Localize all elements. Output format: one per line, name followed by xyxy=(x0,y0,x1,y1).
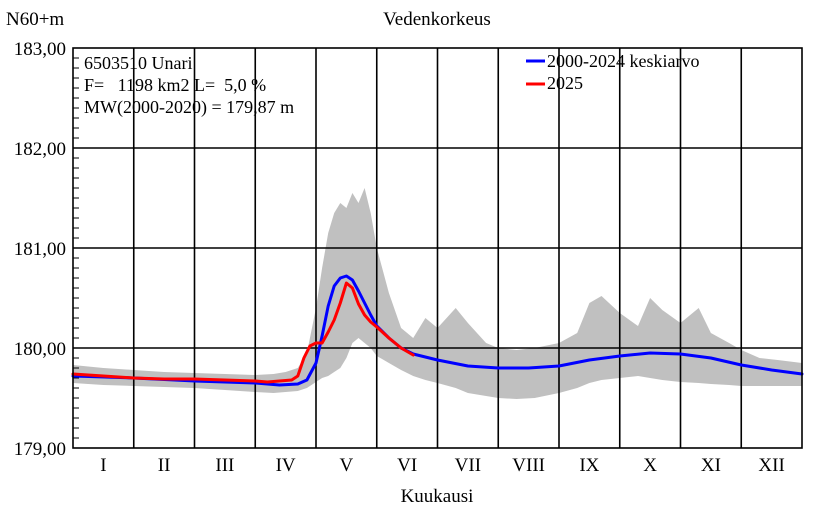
y-axis-label: N60+m xyxy=(6,9,64,30)
x-tick-label: V xyxy=(340,455,354,476)
y-tick-label: 179,00 xyxy=(14,439,66,460)
y-tick-label: 180,00 xyxy=(14,339,66,360)
legend-label-2025: 2025 xyxy=(547,73,583,93)
series-line-2025 xyxy=(71,281,415,384)
minor-ticks xyxy=(73,57,79,439)
x-tick-label: VIII xyxy=(512,455,545,476)
x-tick-label: X xyxy=(643,455,657,476)
x-axis-label: Kuukausi xyxy=(401,486,474,507)
plot-area xyxy=(71,47,804,449)
x-tick-label: II xyxy=(158,455,171,476)
x-tick-label: VII xyxy=(455,455,481,476)
chart-title: Vedenkorkeus xyxy=(383,9,491,30)
legend: 2000-2024 keskiarvo 2025 xyxy=(526,51,699,93)
station-info: 6503510 Unari F= 1198 km2 L= 5,0 % MW(20… xyxy=(84,53,294,118)
x-tick-label: III xyxy=(215,455,234,476)
x-tick-labels: I II III IV V VI VII VIII IX X XI XII xyxy=(100,455,785,476)
y-tick-labels: 179,00 180,00 181,00 182,00 183,00 xyxy=(14,39,66,460)
y-tick-label: 183,00 xyxy=(14,39,66,60)
info-area: F= 1198 km2 L= 5,0 % xyxy=(84,75,266,95)
legend-label-mean: 2000-2024 keskiarvo xyxy=(547,51,699,71)
y-tick-label: 182,00 xyxy=(14,139,66,160)
x-tick-label: XII xyxy=(758,455,784,476)
x-tick-label: IX xyxy=(579,455,599,476)
info-mean-level: MW(2000-2020) = 179,87 m xyxy=(84,97,294,118)
grid-lines xyxy=(73,48,802,448)
plot-frame xyxy=(72,47,803,449)
y-tick-label: 181,00 xyxy=(14,239,66,260)
x-tick-label: I xyxy=(100,455,106,476)
series-line-mean xyxy=(71,274,804,387)
x-tick-label: VI xyxy=(397,455,417,476)
info-station: 6503510 Unari xyxy=(84,53,192,73)
x-tick-label: IV xyxy=(276,455,296,476)
x-tick-label: XI xyxy=(701,455,721,476)
